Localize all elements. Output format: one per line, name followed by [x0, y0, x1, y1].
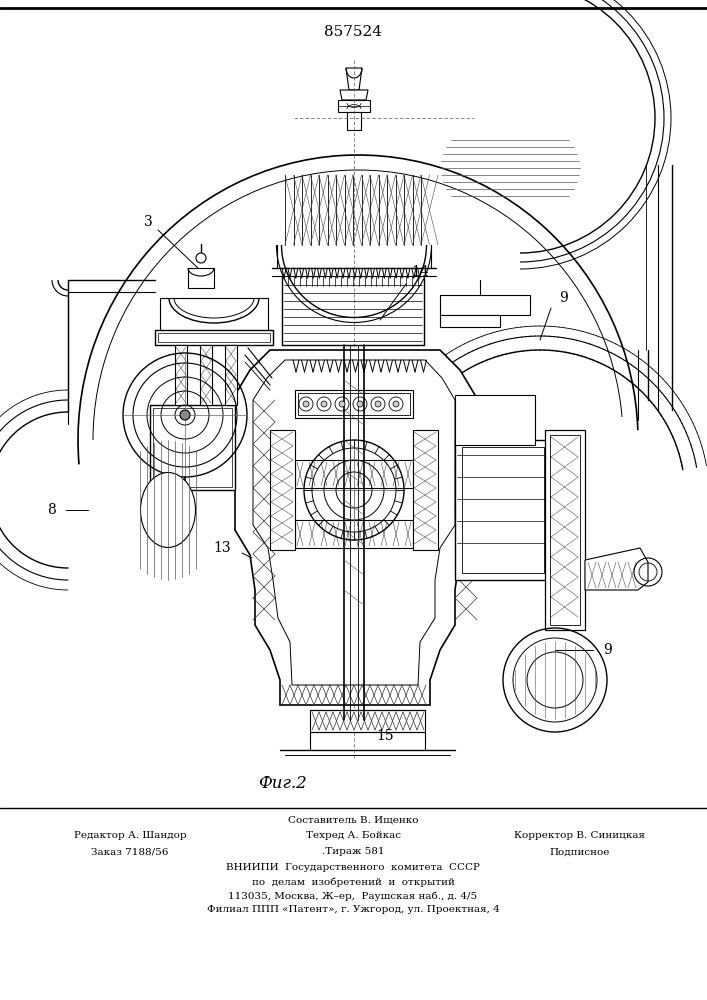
Text: Корректор В. Синицкая: Корректор В. Синицкая [515, 832, 645, 840]
Text: Составитель В. Ищенко: Составитель В. Ищенко [288, 816, 419, 824]
Text: 13: 13 [214, 541, 230, 555]
Bar [455, 395, 535, 445]
Text: 10: 10 [596, 565, 614, 579]
Circle shape [303, 401, 309, 407]
Bar [550, 435, 580, 625]
Bar [295, 390, 413, 418]
Polygon shape [235, 350, 475, 705]
Text: 9: 9 [559, 291, 568, 305]
Polygon shape [340, 90, 368, 100]
Bar [298, 393, 410, 415]
Bar [295, 460, 413, 488]
Text: .Тираж 581: .Тираж 581 [322, 848, 384, 856]
Bar [455, 440, 550, 580]
Bar [160, 298, 268, 336]
Bar [188, 268, 214, 288]
Bar [310, 710, 425, 732]
Text: Подписное: Подписное [550, 848, 610, 856]
Bar [295, 520, 413, 548]
Polygon shape [253, 360, 455, 685]
Bar [158, 333, 270, 342]
Text: по  делам  изобретений  и  открытий: по делам изобретений и открытий [252, 877, 455, 887]
Circle shape [393, 401, 399, 407]
Text: Редактор А. Шандор: Редактор А. Шандор [74, 832, 187, 840]
Text: ВНИИПИ  Государственного  комитета  СССР: ВНИИПИ Государственного комитета СССР [226, 863, 480, 872]
Bar [225, 345, 237, 405]
Bar [347, 112, 361, 130]
Polygon shape [346, 68, 362, 90]
Polygon shape [585, 548, 648, 590]
Text: Техред А. Бойкас: Техред А. Бойкас [305, 832, 400, 840]
Text: 9: 9 [602, 643, 612, 657]
Text: 8: 8 [47, 503, 57, 517]
Bar [175, 345, 187, 405]
Ellipse shape [141, 473, 196, 548]
Bar [338, 100, 370, 112]
Bar [462, 447, 544, 573]
Text: 113035, Москва, Ж–ер,  Раушская наб., д. 4/5: 113035, Москва, Ж–ер, Раушская наб., д. … [228, 891, 477, 901]
Bar [413, 430, 438, 550]
Bar [545, 430, 585, 630]
Bar [270, 430, 295, 550]
Text: 3: 3 [144, 215, 153, 229]
Bar [155, 330, 273, 345]
Text: Заказ 7188/56: Заказ 7188/56 [91, 848, 169, 856]
Bar [150, 405, 235, 490]
Circle shape [180, 410, 190, 420]
Bar [440, 295, 530, 315]
Text: 857524: 857524 [324, 25, 382, 39]
Text: Филиал ППП «Патент», г. Ужгород, ул. Проектная, 4: Филиал ППП «Патент», г. Ужгород, ул. Про… [206, 906, 499, 914]
Bar [200, 345, 212, 405]
Text: 15: 15 [376, 729, 394, 743]
Text: Фиг.2: Фиг.2 [257, 774, 306, 792]
Circle shape [339, 401, 345, 407]
Circle shape [357, 401, 363, 407]
Bar [440, 315, 500, 327]
Circle shape [375, 401, 381, 407]
Text: 14: 14 [411, 265, 429, 279]
Circle shape [321, 401, 327, 407]
Bar [153, 408, 232, 487]
